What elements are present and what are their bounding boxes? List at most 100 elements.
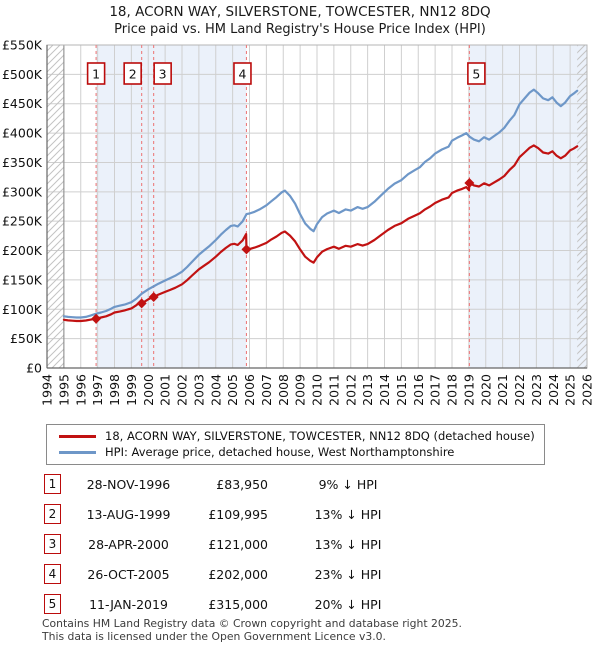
table-row: 2 13-AUG-1999 £109,995 13% ↓ HPI xyxy=(0,499,600,529)
sale-number-label: 4 xyxy=(238,67,246,82)
sale-number-box xyxy=(153,62,172,85)
x-tick-label: 2020 xyxy=(478,374,493,406)
hpi-line-swatch xyxy=(59,450,96,454)
x-tick-label: 2002 xyxy=(175,374,190,406)
table-row: 4 26-OCT-2005 £202,000 23% ↓ HPI xyxy=(0,559,600,589)
y-tick-label: £550K xyxy=(2,38,43,53)
x-tick-label: 2009 xyxy=(293,374,308,406)
legend: 18, ACORN WAY, SILVERSTONE, TOWCESTER, N… xyxy=(46,424,545,465)
x-tick-label: 2013 xyxy=(360,374,375,406)
x-tick-label: 2025 xyxy=(563,374,578,406)
no-data-hatch xyxy=(577,45,587,368)
sale-number-badge: 5 xyxy=(44,594,61,614)
x-tick-label: 2006 xyxy=(242,374,257,406)
title-subtitle: Price paid vs. HM Land Registry's House … xyxy=(114,22,486,37)
table-row: 5 11-JAN-2019 £315,000 20% ↓ HPI xyxy=(0,589,600,619)
x-tick-label: 1994 xyxy=(40,374,55,406)
legend-item-property: 18, ACORN WAY, SILVERSTONE, TOWCESTER, N… xyxy=(47,428,544,444)
sale-price: £109,995 xyxy=(208,506,268,522)
sale-number-badge: 4 xyxy=(44,564,61,584)
ownership-band xyxy=(96,45,247,368)
x-tick-label: 1999 xyxy=(124,374,139,406)
y-tick-label: £450K xyxy=(2,96,43,111)
page-title: 18, ACORN WAY, SILVERSTONE, TOWCESTER, N… xyxy=(0,3,600,38)
sale-price: £202,000 xyxy=(208,566,268,582)
x-tick-label: 2022 xyxy=(512,374,527,406)
footer: Contains HM Land Registry data © Crown c… xyxy=(42,617,582,643)
legend-label-property: 18, ACORN WAY, SILVERSTONE, TOWCESTER, N… xyxy=(105,429,535,443)
sale-price: £315,000 xyxy=(208,596,268,612)
x-tick-label: 2004 xyxy=(208,374,223,406)
x-tick-label: 2014 xyxy=(377,374,392,406)
sale-hpi-diff: 20% ↓ HPI xyxy=(314,596,382,612)
sale-point xyxy=(136,298,147,309)
sale-point xyxy=(148,291,159,302)
sale-number-badge: 1 xyxy=(44,474,61,494)
y-tick-label: £250K xyxy=(2,214,43,229)
sale-point xyxy=(91,313,102,324)
x-tick-label: 2017 xyxy=(428,374,443,406)
y-tick-label: £500K xyxy=(2,67,43,82)
x-tick-label: 2023 xyxy=(529,374,544,406)
legend-item-hpi: HPI: Average price, detached house, West… xyxy=(47,444,544,460)
sale-number-box xyxy=(467,62,486,85)
sale-number-box xyxy=(123,62,142,85)
x-tick-label: 1997 xyxy=(90,374,105,406)
x-tick-label: 2010 xyxy=(310,374,325,406)
sale-date: 28-NOV-1996 xyxy=(86,476,171,492)
x-tick-label: 2024 xyxy=(546,374,561,406)
x-tick-label: 1996 xyxy=(73,374,88,406)
price-chart: 1 2 3 4 5 £0 £50K £100K £150K £200K £250K £300K £350… xyxy=(2,38,595,406)
sale-price: £83,950 xyxy=(216,476,268,492)
sale-number-badge: 3 xyxy=(44,534,61,554)
sale-point xyxy=(241,244,252,255)
footer-line1: Contains HM Land Registry data © Crown c… xyxy=(42,617,462,630)
sale-hpi-diff: 9% ↓ HPI xyxy=(318,476,378,492)
x-tick-label: 2007 xyxy=(259,374,274,406)
sale-date: 26-OCT-2005 xyxy=(87,566,170,582)
table-row: 3 28-APR-2000 £121,000 13% ↓ HPI xyxy=(0,529,600,559)
y-tick-label: £100K xyxy=(2,302,43,317)
sale-number-label: 3 xyxy=(159,67,167,82)
sale-date: 11-JAN-2019 xyxy=(89,596,168,612)
x-tick-label: 2026 xyxy=(580,374,595,406)
footer-line2: This data is licensed under the Open Gov… xyxy=(42,630,386,643)
sale-hpi-diff: 23% ↓ HPI xyxy=(314,566,382,582)
x-tick-label: 2008 xyxy=(276,374,291,406)
y-tick-label: £150K xyxy=(2,272,43,287)
x-tick-label: 2015 xyxy=(394,374,409,406)
y-tick-label: £400K xyxy=(2,126,43,141)
sale-date: 28-APR-2000 xyxy=(88,536,169,552)
y-tick-label: £300K xyxy=(2,184,43,199)
x-tick-label: 2000 xyxy=(141,374,156,406)
title-address: 18, ACORN WAY, SILVERSTONE, TOWCESTER, N… xyxy=(109,4,491,20)
y-tick-label: £50K xyxy=(10,331,43,346)
x-tick-label: 2016 xyxy=(411,374,426,406)
x-tick-label: 2003 xyxy=(191,374,206,406)
sale-table: 1 28-NOV-1996 £83,950 9% ↓ HPI 2 13-AUG-… xyxy=(0,469,600,619)
x-tick-label: 1995 xyxy=(56,374,71,406)
y-tick-label: £0 xyxy=(26,361,42,376)
y-tick-label: £200K xyxy=(2,243,43,258)
sale-date: 13-AUG-1999 xyxy=(86,506,171,522)
property-line-swatch xyxy=(59,434,96,438)
sale-number-label: 5 xyxy=(472,67,480,82)
x-tick-label: 2019 xyxy=(461,374,476,406)
x-tick-label: 2001 xyxy=(158,374,173,406)
y-tick-label: £350K xyxy=(2,155,43,170)
sale-hpi-diff: 13% ↓ HPI xyxy=(314,536,382,552)
x-tick-label: 2021 xyxy=(495,374,510,406)
sale-number-badge: 2 xyxy=(44,504,61,524)
x-tick-label: 2005 xyxy=(225,374,240,406)
hpi-line xyxy=(62,88,579,319)
sale-number-box xyxy=(233,62,252,85)
sale-price: £121,000 xyxy=(208,536,268,552)
x-tick-label: 1998 xyxy=(107,374,122,406)
sale-number-label: 2 xyxy=(129,67,137,82)
x-tick-label: 2011 xyxy=(326,374,341,406)
no-data-hatch xyxy=(47,45,64,368)
table-row: 1 28-NOV-1996 £83,950 9% ↓ HPI xyxy=(0,469,600,499)
sale-number-label: 1 xyxy=(92,67,100,82)
sale-point xyxy=(464,178,475,189)
